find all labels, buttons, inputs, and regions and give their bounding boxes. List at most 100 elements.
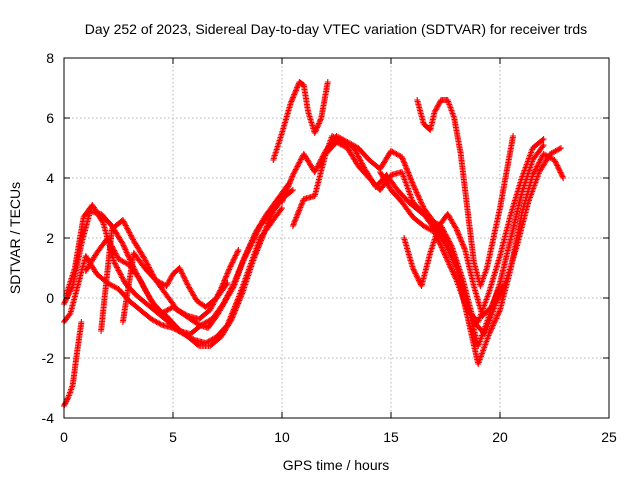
data-point <box>342 141 344 143</box>
data-point <box>78 279 80 281</box>
data-point <box>460 153 462 155</box>
x-axis-label: GPS time / hours <box>283 457 390 473</box>
data-point <box>462 279 464 281</box>
data-point <box>216 315 218 317</box>
data-point <box>76 351 78 353</box>
data-point <box>96 252 98 254</box>
data-point <box>168 321 170 323</box>
data-point <box>464 249 466 251</box>
data-point <box>253 258 255 260</box>
data-point <box>403 237 405 239</box>
series-sat-track-7 <box>119 250 231 325</box>
data-point <box>412 216 414 218</box>
series-sat-track-14 <box>401 211 503 319</box>
data-point <box>292 189 294 191</box>
data-point <box>91 204 93 206</box>
data-point <box>510 237 512 239</box>
data-point <box>447 99 449 101</box>
data-point <box>390 174 392 176</box>
data-point <box>303 153 305 155</box>
data-point <box>320 165 322 167</box>
data-point <box>144 258 146 260</box>
data-point <box>488 333 490 335</box>
x-tick-label: 0 <box>60 429 68 445</box>
data-point <box>216 297 218 299</box>
data-point <box>281 201 283 203</box>
data-point <box>499 285 501 287</box>
data-point <box>198 324 200 326</box>
data-point <box>423 225 425 227</box>
data-point <box>486 267 488 269</box>
data-point <box>532 159 534 161</box>
data-point <box>146 303 148 305</box>
data-point <box>510 213 512 215</box>
data-point <box>549 153 551 155</box>
data-point <box>298 81 300 83</box>
data-point <box>418 210 420 212</box>
data-point <box>290 102 292 104</box>
data-point <box>292 225 294 227</box>
data-point <box>157 312 159 314</box>
data-point <box>335 141 338 143</box>
data-point <box>150 318 152 320</box>
data-point <box>113 261 115 263</box>
data-point <box>477 321 479 323</box>
data-point <box>543 138 545 140</box>
data-point <box>357 147 359 149</box>
data-point <box>242 291 244 293</box>
data-point <box>277 204 279 206</box>
data-point <box>429 219 431 221</box>
data-point <box>353 147 355 149</box>
data-point <box>466 315 468 317</box>
data-point <box>268 213 270 215</box>
data-point <box>124 282 126 284</box>
data-point <box>250 243 253 245</box>
data-point <box>303 198 305 200</box>
data-point <box>198 345 200 347</box>
data-point <box>357 165 359 167</box>
chart-title: Day 252 of 2023, Sidereal Day-to-day VTE… <box>85 21 587 37</box>
y-tick-label: -4 <box>42 410 55 426</box>
data-point <box>117 288 120 290</box>
data-point <box>516 243 519 245</box>
data-point <box>72 285 74 287</box>
data-point <box>161 312 163 314</box>
data-point <box>484 333 486 335</box>
data-point <box>466 207 468 209</box>
data-point <box>122 219 124 221</box>
data-point <box>187 285 189 287</box>
data-point <box>560 147 562 149</box>
data-point <box>83 216 85 218</box>
data-point <box>161 324 163 326</box>
data-point <box>521 213 523 215</box>
data-point <box>117 258 120 260</box>
data-point <box>466 309 468 311</box>
data-point <box>176 309 178 311</box>
data-point <box>187 336 189 338</box>
data-point <box>155 279 157 281</box>
x-tick-label: 25 <box>601 429 617 445</box>
data-point <box>292 174 294 176</box>
data-point <box>434 111 436 113</box>
data-point <box>122 321 124 323</box>
data-point <box>438 225 440 227</box>
data-point <box>281 207 283 209</box>
series-sat-track-8 <box>270 79 331 163</box>
data-point <box>226 282 229 284</box>
data-point <box>178 267 181 269</box>
data-point <box>499 255 501 257</box>
data-point <box>420 285 423 287</box>
data-point <box>455 279 457 281</box>
y-tick-label: 8 <box>46 50 54 66</box>
data-point <box>488 291 490 293</box>
data-point <box>111 228 113 230</box>
tick-layer: 0 5 10 15 20 25 -4 -2 0 2 4 6 8 <box>42 50 617 445</box>
data-point <box>135 294 137 296</box>
data-point <box>196 300 198 302</box>
data-point <box>499 309 501 311</box>
data-point <box>477 363 479 365</box>
data-point <box>505 171 508 173</box>
data-point <box>233 285 235 287</box>
